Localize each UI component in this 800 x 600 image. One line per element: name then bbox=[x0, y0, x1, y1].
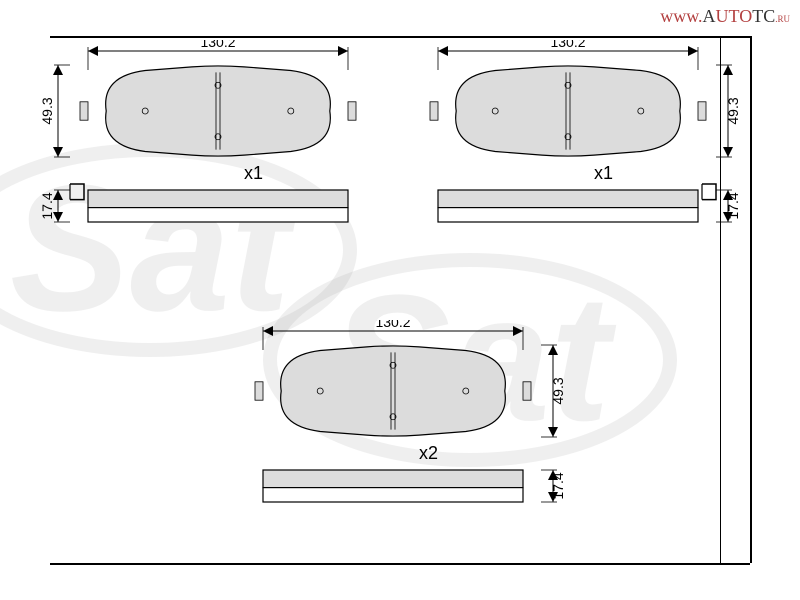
wear-clip bbox=[702, 184, 716, 200]
side-height-dim: 17.4 bbox=[725, 192, 741, 219]
brake-pad-side-plate bbox=[263, 488, 523, 502]
url-uto: UTO bbox=[716, 6, 753, 26]
side-height-dim: 17.4 bbox=[550, 472, 566, 499]
brake-pad-side-plate bbox=[88, 208, 348, 222]
pad-group-top-left: 130.2 49.3 x1 17.4 bbox=[38, 40, 398, 272]
width-dim: 130.2 bbox=[550, 40, 585, 50]
wear-clip bbox=[70, 184, 84, 200]
brake-pad-face bbox=[106, 66, 331, 156]
brake-pad-side-friction bbox=[88, 190, 348, 208]
url-tc: TC bbox=[752, 6, 775, 26]
qty-label: x1 bbox=[244, 163, 263, 183]
brake-pad-side-plate bbox=[438, 208, 698, 222]
pad-group-bottom: 130.2 49.3 x2 17.4 bbox=[213, 320, 573, 552]
brake-pad-side-friction bbox=[263, 470, 523, 488]
pad-group-top-right: 130.2 49.3 x1 17.4 bbox=[388, 40, 748, 272]
width-dim: 130.2 bbox=[200, 40, 235, 50]
url-a: A bbox=[703, 6, 716, 26]
height-dim: 49.3 bbox=[39, 97, 55, 124]
height-dim: 49.3 bbox=[550, 377, 566, 404]
brake-pad-face bbox=[456, 66, 681, 156]
width-dim: 130.2 bbox=[375, 320, 410, 330]
brake-pad-face bbox=[281, 346, 506, 436]
url-www: www. bbox=[660, 6, 702, 26]
brake-pad-side-friction bbox=[438, 190, 698, 208]
qty-label: x2 bbox=[419, 443, 438, 463]
qty-label: x1 bbox=[594, 163, 613, 183]
height-dim: 49.3 bbox=[725, 97, 741, 124]
side-height-dim: 17.4 bbox=[39, 192, 55, 219]
url-ru: .RU bbox=[775, 14, 790, 24]
url-watermark: www.AUTOTC.RU bbox=[660, 6, 790, 27]
